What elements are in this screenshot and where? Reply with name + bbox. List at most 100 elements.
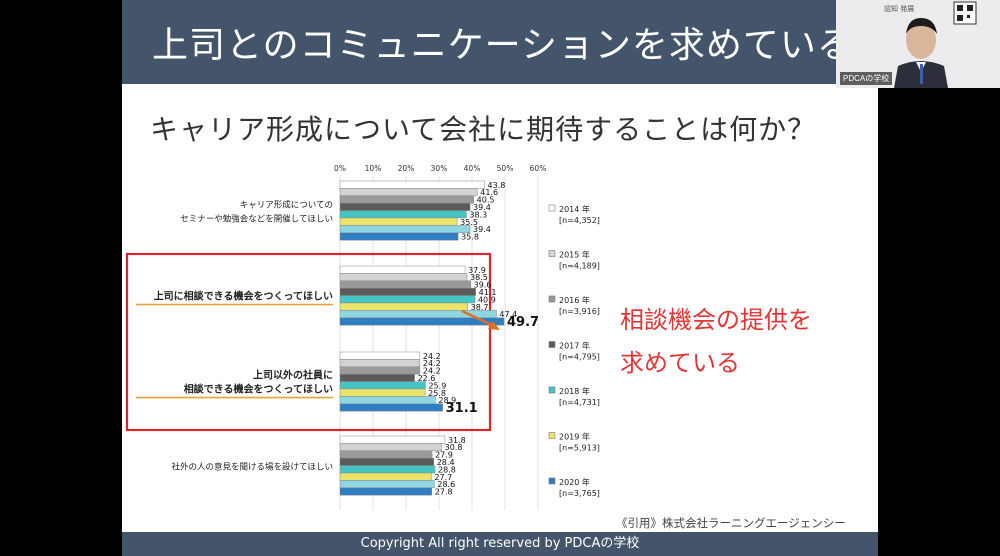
value-label-emphasized: 49.7 [507, 315, 539, 330]
bar [339, 450, 433, 459]
value-label: 27.8 [435, 488, 453, 497]
legend-swatch [548, 432, 556, 439]
x-tick-label: 20% [398, 164, 415, 173]
value-label: 24.2 [423, 352, 441, 361]
value-label: 31.8 [448, 436, 466, 445]
legend-swatch [548, 250, 556, 257]
value-label: 25.8 [428, 389, 446, 398]
value-label: 37.9 [468, 266, 486, 275]
legend-n: [n=4,795] [559, 353, 600, 362]
value-label: 28.8 [438, 465, 456, 474]
category-label: セミナーや勉強会などを開催してほしい [180, 214, 333, 225]
bar [339, 366, 421, 375]
value-label: 28.9 [438, 396, 456, 405]
x-tick-label: 0% [334, 164, 346, 173]
bar [339, 435, 446, 444]
bar [339, 388, 426, 397]
value-label: 40.5 [477, 196, 495, 205]
bar [339, 403, 443, 412]
webcam-logo-text: 認知 発展 [884, 5, 915, 13]
slide: 上司とのコミュニケーションを求めている キャリア形成について会社に期待することは… [122, 0, 878, 556]
bar [339, 202, 471, 211]
bar [339, 480, 435, 489]
value-label: 38.3 [469, 210, 487, 219]
x-tick-label: 30% [431, 164, 448, 173]
value-label: 24.2 [423, 367, 441, 376]
value-label: 47.4 [499, 310, 517, 319]
value-label: 28.4 [437, 458, 455, 467]
category-label: キャリア形成についての [240, 200, 333, 211]
slide-footer: Copyright All right reserved by PDCAの学校 [122, 532, 878, 556]
trend-arrow-head [488, 321, 500, 330]
callout-line-1: 相談機会の提供を [620, 306, 812, 334]
trend-arrow [461, 309, 495, 328]
category-label: 社外の人の意見を聞ける場を設けてほしい [171, 462, 333, 473]
bar [339, 180, 485, 189]
value-label: 43.8 [488, 181, 506, 190]
value-label: 22.6 [418, 374, 436, 383]
bar [339, 302, 468, 311]
value-label: 25.9 [428, 381, 446, 390]
value-label: 40.9 [478, 295, 496, 304]
bar [339, 396, 436, 405]
legend-label: 2019 年 [559, 432, 590, 442]
bar [339, 381, 426, 390]
legend-n: [n=5,913] [559, 444, 600, 453]
value-label: 27.9 [435, 451, 453, 460]
value-label: 41.1 [479, 288, 497, 297]
bar [339, 472, 432, 481]
value-label: 38.5 [470, 273, 488, 282]
legend-label: 2020 年 [559, 477, 590, 487]
legend-n: [n=4,189] [559, 262, 600, 271]
slide-header: 上司とのコミュニケーションを求めている [122, 0, 878, 84]
bar [339, 465, 436, 474]
value-label: 24.2 [423, 359, 441, 368]
bar [339, 195, 474, 204]
webcam-name-tag: PDCAの学校 [840, 72, 893, 85]
legend-n: [n=4,352] [559, 216, 600, 225]
value-label: 28.6 [437, 480, 455, 489]
bar [339, 373, 415, 382]
bar [339, 265, 466, 274]
legend-swatch [548, 341, 556, 348]
legend-swatch [548, 477, 556, 485]
chart-question: キャリア形成について会社に期待することは何か？ [150, 113, 817, 146]
highlight-box [125, 252, 492, 432]
value-label: 35.8 [461, 233, 479, 242]
value-label: 30.8 [445, 443, 463, 452]
bar [339, 457, 434, 466]
legend-label: 2017 年 [559, 341, 590, 351]
bar [339, 225, 471, 234]
legend-swatch [548, 386, 556, 394]
bar [339, 287, 476, 296]
legend-label: 2018 年 [559, 386, 590, 396]
value-label: 27.7 [434, 473, 452, 482]
legend-label: 2016 年 [559, 295, 590, 305]
value-label: 41.6 [480, 188, 498, 197]
bar [339, 359, 421, 368]
legend-swatch [548, 204, 556, 212]
value-label: 39.4 [473, 225, 491, 234]
webcam-overlay: 認知 発展 PDCAの学校 [836, 0, 1000, 88]
x-tick-label: 40% [464, 164, 481, 173]
legend-n: [n=3,916] [559, 307, 600, 316]
legend-n: [n=3,765] [559, 489, 600, 498]
citation: 《引用》株式会社ラーニングエージェンシー [616, 516, 846, 530]
bar [339, 351, 421, 360]
bar [339, 295, 476, 304]
bar [339, 232, 459, 241]
bar-chart: 0% 10% 20% 30% 40% 50% 60% キャリア形成についてのセミナーや勉強会な… [125, 164, 600, 510]
category-label: 相談できる機会をつくってほしい [184, 383, 333, 396]
bar [339, 443, 442, 452]
bar [339, 273, 468, 282]
bar [339, 210, 467, 219]
x-tick-label: 10% [365, 164, 382, 173]
value-label: 39.6 [474, 281, 492, 290]
value-label: 39.4 [473, 203, 491, 212]
bar [339, 317, 505, 326]
bar [339, 487, 432, 496]
slide-title: 上司とのコミュニケーションを求めている [152, 25, 854, 66]
legend-label: 2015 年 [559, 250, 590, 260]
value-label: 38.7 [471, 303, 489, 312]
value-label-emphasized: 31.1 [446, 401, 478, 416]
